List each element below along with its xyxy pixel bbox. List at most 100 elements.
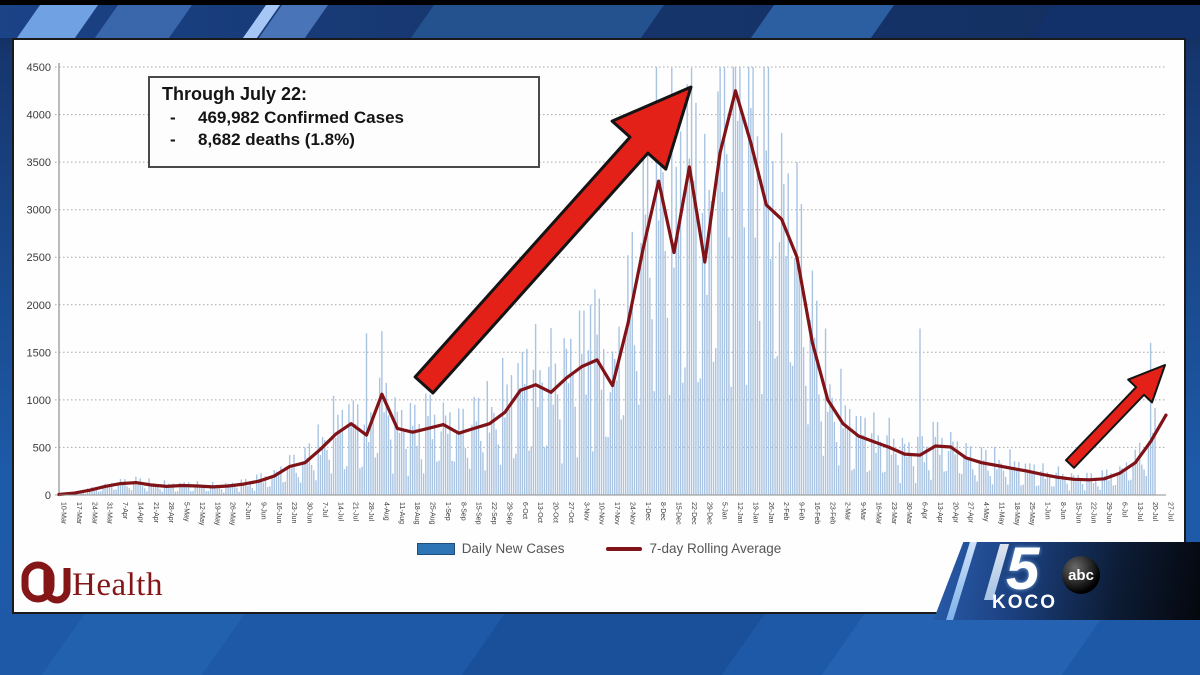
x-axis-tick-label: 3-Nov bbox=[582, 502, 589, 521]
y-axis-tick-label: 4500 bbox=[27, 62, 51, 74]
legend-item-rolling-average: 7-day Rolling Average bbox=[606, 541, 781, 556]
x-axis-tick-label: 11-Aug bbox=[398, 502, 405, 524]
x-axis-tick-label: 15-Jun bbox=[1074, 502, 1081, 524]
stripe bbox=[738, 5, 902, 38]
y-axis-tick-label: 3000 bbox=[27, 205, 51, 217]
top-black-edge bbox=[0, 0, 1200, 5]
x-axis-tick-label: 13-Oct bbox=[536, 502, 543, 523]
bar-swatch-icon bbox=[416, 542, 455, 555]
x-axis-tick-label: 26-Jan bbox=[767, 502, 774, 524]
x-axis-tick-label: 7-Jul bbox=[321, 502, 328, 518]
legend-label: Daily New Cases bbox=[461, 541, 565, 556]
x-axis-tick-label: 20-Apr bbox=[951, 502, 958, 524]
x-axis-tick-label: 10-Mar bbox=[60, 502, 67, 525]
y-axis-tick-label: 500 bbox=[33, 442, 51, 454]
x-axis-tick-label: 4-Aug bbox=[382, 502, 389, 521]
x-axis-tick-label: 29-Jun bbox=[1105, 502, 1112, 524]
trend-arrow-large bbox=[413, 85, 693, 395]
bullet-dash: - bbox=[170, 108, 176, 127]
x-axis-labels: 10-Mar 17-Mar 24-Mar 31-Mar 7-Apr 14-Apr 21-Ap… bbox=[60, 502, 1174, 526]
x-axis-tick-label: 5-Jan bbox=[721, 502, 728, 520]
x-axis-tick-label: 4-May bbox=[982, 502, 989, 522]
y-axis-tick-label: 1500 bbox=[27, 347, 51, 359]
legend-label: 7-day Rolling Average bbox=[649, 541, 782, 556]
x-axis-tick-label: 22-Dec bbox=[690, 502, 697, 525]
deaths-text: 8,682 deaths (1.8%) bbox=[198, 130, 355, 149]
x-axis-tick-label: 22-Jun bbox=[1090, 502, 1097, 524]
line-swatch-icon bbox=[606, 546, 643, 551]
y-axis-tick-label: 3500 bbox=[27, 157, 51, 169]
y-axis-tick-label: 4000 bbox=[27, 110, 51, 122]
y-axis-tick-label: 2000 bbox=[27, 300, 51, 312]
x-axis-tick-label: 6-Apr bbox=[921, 502, 928, 520]
x-axis-tick-label: 30-Mar bbox=[905, 502, 912, 525]
ou-monogram-icon bbox=[21, 561, 71, 604]
stripe bbox=[448, 614, 772, 675]
x-axis-tick-label: 22-Sep bbox=[490, 502, 497, 525]
background-stripes-bottom bbox=[0, 614, 1200, 675]
x-axis-tick-label: 16-Jun bbox=[275, 502, 282, 524]
x-axis-tick-label: 1-Jun bbox=[1044, 502, 1051, 520]
x-axis-tick-label: 17-Mar bbox=[75, 502, 82, 525]
bullet-dash: - bbox=[170, 130, 176, 149]
y-axis-tick-label: 1000 bbox=[27, 395, 51, 407]
x-axis-tick-label: 8-Sep bbox=[459, 502, 466, 521]
confirmed-cases-text: 469,982 Confirmed Cases bbox=[198, 108, 404, 127]
x-axis-tick-label: 8-Dec bbox=[659, 502, 666, 521]
x-axis-tick-label: 12-May bbox=[198, 502, 205, 526]
x-axis-tick-label: 25-Aug bbox=[429, 502, 436, 525]
y-axis-tick-label: 0 bbox=[45, 490, 51, 502]
x-axis-tick-label: 10-Nov bbox=[598, 502, 605, 525]
ou-health-wordmark: Health bbox=[72, 566, 163, 603]
koco-callsign: KOCO bbox=[992, 592, 1057, 613]
legend-item-daily-cases: Daily New Cases bbox=[416, 541, 565, 556]
x-axis-tick-label: 27-Oct bbox=[567, 502, 574, 523]
koco-number: 5 bbox=[1006, 535, 1040, 602]
stripe bbox=[82, 5, 200, 38]
y-axis-tick-label: 2500 bbox=[27, 252, 51, 264]
callout-title: Through July 22: bbox=[162, 84, 308, 104]
x-axis-tick-label: 16-Mar bbox=[874, 502, 881, 525]
x-axis-tick-label: 24-Nov bbox=[628, 502, 635, 525]
x-axis-tick-label: 17-Nov bbox=[613, 502, 620, 525]
abc-network-icon: abc bbox=[1062, 556, 1100, 594]
rolling-average-line bbox=[57, 89, 1168, 497]
chart-legend: Daily New Cases 7-day Rolling Average bbox=[14, 541, 1184, 556]
x-axis-tick-label: 29-Sep bbox=[505, 502, 512, 525]
x-axis-tick-label: 6-Oct bbox=[521, 502, 528, 519]
x-axis-tick-label: 20-Oct bbox=[552, 502, 559, 523]
x-axis-tick-label: 13-Jul bbox=[1136, 502, 1143, 522]
x-axis-tick-label: 29-Dec bbox=[705, 502, 712, 525]
koco5-logo: 5 abc KOCO bbox=[928, 535, 1200, 620]
x-axis-tick-label: 2-Mar bbox=[844, 502, 851, 521]
x-axis-tick-label: 19-Jan bbox=[751, 502, 758, 524]
daily-bars-series bbox=[58, 67, 1156, 496]
x-axis-tick-label: 23-Mar bbox=[890, 502, 897, 525]
background-stripes-top bbox=[0, 5, 1200, 38]
x-axis-tick-label: 6-Jul bbox=[1120, 502, 1127, 518]
x-axis-tick-label: 27-Apr bbox=[967, 502, 974, 524]
x-axis-tick-label: 21-Jul bbox=[352, 502, 359, 522]
x-axis-tick-label: 8-Jun bbox=[1059, 502, 1066, 520]
x-axis-tick-label: 14-Jul bbox=[336, 502, 343, 522]
x-axis-tick-label: 7-Apr bbox=[121, 502, 128, 520]
x-axis-tick-label: 14-Apr bbox=[136, 502, 143, 524]
chart-card: 0 500 1000 1500 2000 2500 3000 3500 4000 4500 10-M… bbox=[12, 38, 1186, 614]
x-axis-tick-label: 9-Mar bbox=[859, 502, 866, 521]
x-axis-tick-label: 13-Apr bbox=[936, 502, 943, 524]
x-axis-tick-label: 28-Apr bbox=[167, 502, 174, 524]
x-axis-tick-label: 23-Jun bbox=[290, 502, 297, 524]
trend-arrow-small bbox=[1065, 364, 1166, 469]
x-axis-tick-label: 21-Apr bbox=[152, 502, 159, 524]
x-axis-tick-label: 30-Jun bbox=[306, 502, 313, 524]
x-axis-tick-label: 12-Jan bbox=[736, 502, 743, 524]
x-axis-tick-label: 11-May bbox=[997, 502, 1004, 525]
x-axis-tick-label: 2-Feb bbox=[782, 502, 789, 520]
summary-callout: Through July 22: - 469,982 Confirmed Cas… bbox=[148, 76, 540, 168]
x-axis-tick-label: 1-Sep bbox=[444, 502, 451, 521]
ou-health-logo: Health bbox=[20, 560, 163, 610]
x-axis-tick-label: 24-Mar bbox=[90, 502, 97, 525]
x-axis-tick-label: 15-Sep bbox=[475, 502, 482, 525]
x-axis-tick-label: 25-May bbox=[1028, 502, 1035, 526]
